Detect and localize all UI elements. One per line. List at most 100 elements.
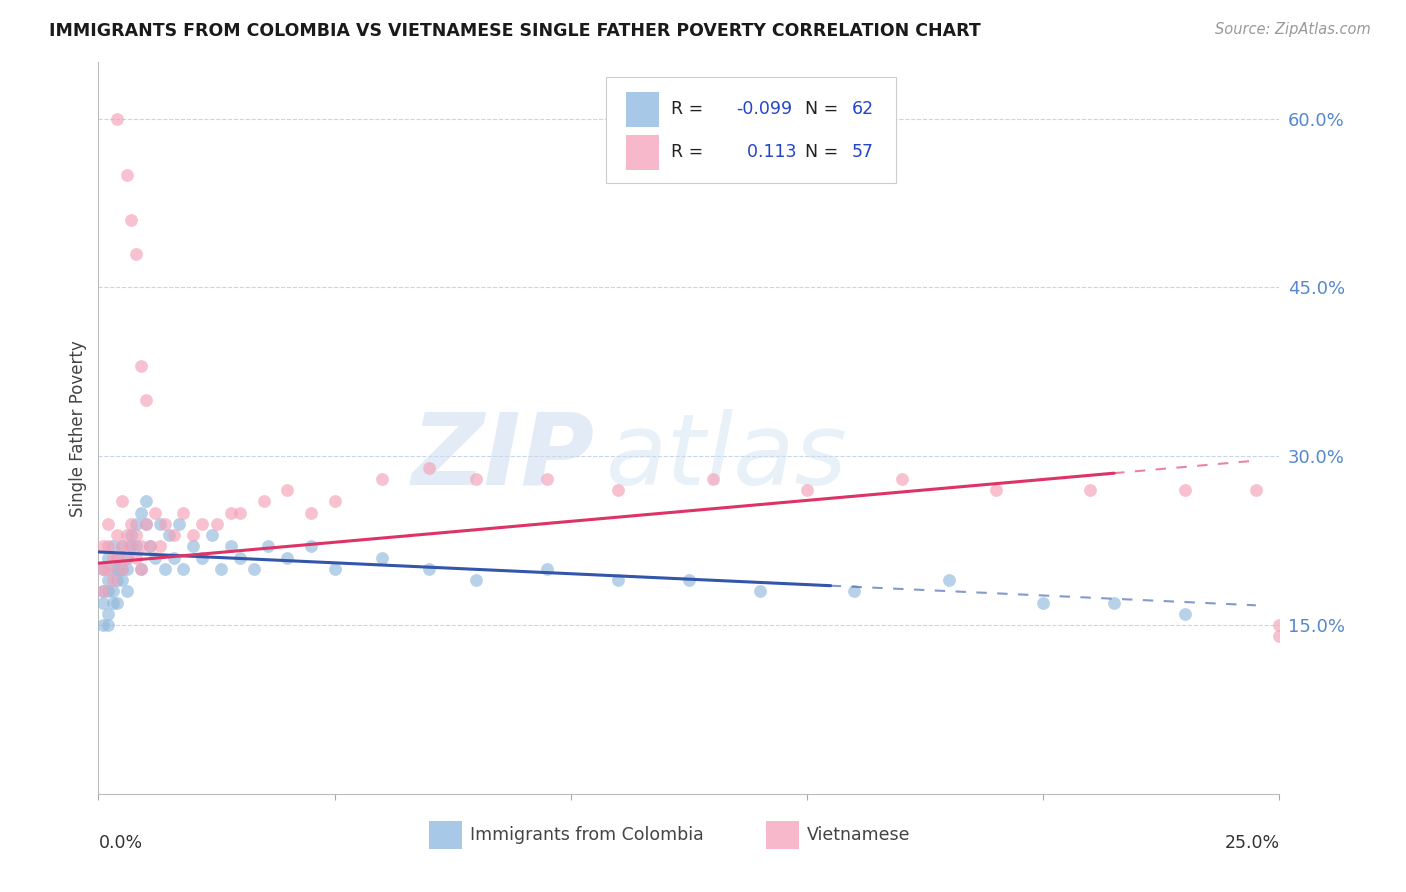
Point — [209, 562, 232, 576]
Point — [149, 539, 172, 553]
Point — [536, 562, 558, 576]
Bar — [626, 92, 659, 127]
Point — [167, 516, 190, 531]
Point — [121, 539, 143, 553]
Point — [129, 539, 152, 553]
Point — [191, 550, 214, 565]
Point — [702, 472, 724, 486]
Text: 0.0%: 0.0% — [98, 834, 142, 852]
Point — [938, 573, 960, 587]
Text: 0.113: 0.113 — [737, 144, 797, 161]
Point — [105, 112, 128, 126]
Point — [135, 516, 157, 531]
Point — [153, 562, 176, 576]
Point — [748, 584, 770, 599]
Point — [163, 528, 186, 542]
Text: Source: ZipAtlas.com: Source: ZipAtlas.com — [1215, 22, 1371, 37]
Point — [1080, 483, 1102, 497]
Point — [129, 359, 152, 374]
Point — [121, 528, 143, 542]
Point — [97, 573, 120, 587]
Point — [181, 528, 204, 542]
Point — [105, 562, 128, 576]
Bar — [766, 821, 799, 849]
Bar — [626, 135, 659, 170]
Point — [101, 539, 124, 553]
Point — [253, 494, 276, 508]
Point — [323, 562, 346, 576]
Point — [229, 506, 252, 520]
Point — [135, 516, 157, 531]
Point — [984, 483, 1007, 497]
Point — [97, 618, 120, 632]
Point — [796, 483, 818, 497]
Text: N =: N = — [804, 144, 844, 161]
Point — [97, 562, 120, 576]
Point — [205, 516, 228, 531]
Point — [1268, 629, 1291, 643]
Point — [135, 392, 157, 407]
Point — [101, 550, 124, 565]
Point — [125, 246, 148, 260]
Point — [299, 506, 322, 520]
Point — [890, 472, 912, 486]
Point — [115, 562, 138, 576]
Point — [465, 573, 488, 587]
Point — [111, 562, 134, 576]
Point — [129, 506, 152, 520]
Point — [139, 539, 162, 553]
Text: Vietnamese: Vietnamese — [807, 826, 911, 844]
Point — [111, 494, 134, 508]
Point — [1174, 483, 1197, 497]
Text: R =: R = — [671, 100, 709, 118]
Point — [219, 539, 242, 553]
Point — [105, 596, 128, 610]
Point — [607, 483, 630, 497]
Point — [125, 516, 148, 531]
Point — [111, 573, 134, 587]
Point — [143, 506, 166, 520]
Point — [129, 562, 152, 576]
Point — [129, 562, 152, 576]
Point — [97, 550, 120, 565]
Point — [105, 550, 128, 565]
Point — [418, 460, 440, 475]
Point — [91, 584, 114, 599]
Point — [115, 528, 138, 542]
Point — [149, 516, 172, 531]
Text: R =: R = — [671, 144, 709, 161]
Point — [143, 550, 166, 565]
Y-axis label: Single Father Poverty: Single Father Poverty — [69, 340, 87, 516]
Text: 25.0%: 25.0% — [1225, 834, 1279, 852]
Point — [121, 516, 143, 531]
Point — [91, 618, 114, 632]
Point — [1174, 607, 1197, 621]
Text: IMMIGRANTS FROM COLOMBIA VS VIETNAMESE SINGLE FATHER POVERTY CORRELATION CHART: IMMIGRANTS FROM COLOMBIA VS VIETNAMESE S… — [49, 22, 981, 40]
Point — [111, 539, 134, 553]
Point — [257, 539, 280, 553]
Point — [105, 573, 128, 587]
Point — [91, 562, 114, 576]
Point — [101, 596, 124, 610]
Point — [97, 516, 120, 531]
Point — [111, 562, 134, 576]
Point — [1268, 618, 1291, 632]
Point — [418, 562, 440, 576]
Point — [243, 562, 266, 576]
Text: 57: 57 — [852, 144, 875, 161]
Point — [105, 528, 128, 542]
Text: atlas: atlas — [606, 409, 848, 506]
Point — [1244, 483, 1267, 497]
Point — [91, 539, 114, 553]
Point — [97, 584, 120, 599]
Point — [91, 596, 114, 610]
Point — [536, 472, 558, 486]
Point — [91, 584, 114, 599]
Point — [181, 539, 204, 553]
Point — [125, 528, 148, 542]
Point — [371, 550, 394, 565]
Point — [157, 528, 180, 542]
FancyBboxPatch shape — [606, 77, 896, 183]
Point — [163, 550, 186, 565]
Point — [1032, 596, 1054, 610]
